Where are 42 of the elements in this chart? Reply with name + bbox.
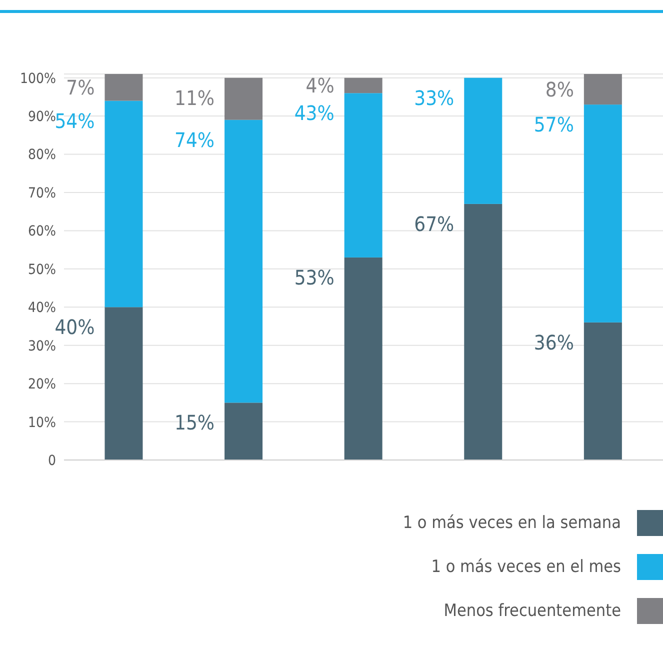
y-tick-label: 90% [28,109,56,126]
bar [104,100,143,308]
text: 57% [534,112,574,137]
y-tick-label: 100% [20,70,56,87]
y-tick-label: 0 [48,452,56,469]
y-tick-label: 60% [28,224,56,240]
bar [464,78,502,204]
text: 54% [54,108,95,133]
bar [224,120,263,403]
bar [224,78,263,120]
bar [344,78,382,94]
text: 11% [174,86,215,110]
text: 15% [174,410,215,435]
text: 33% [414,86,454,110]
text: 43% [294,101,334,126]
y-tick-label: 10% [28,414,56,431]
text: 4% [306,73,334,98]
bar [104,307,143,460]
bar [584,104,622,322]
bar [344,257,382,460]
y-tick-label: 50% [28,262,56,278]
bar [464,204,502,460]
y-tick-label: 20% [28,376,56,393]
y-tick-label: 40% [28,300,56,316]
text: 36% [534,330,574,354]
text: 53% [294,265,334,290]
bar [584,74,622,105]
text: 74% [174,128,215,152]
text: 7% [66,75,95,100]
y-tick-label: 30% [28,338,56,354]
text: 8% [545,77,574,102]
y-tick-label: 70% [28,185,56,202]
bar [224,402,263,460]
legend-label: Menos frecuentemente [444,601,621,621]
y-tick-label: 80% [28,147,56,164]
legend-label: 1 o más veces en la semana [402,513,621,533]
legend-label: 1 o más veces en el mes [431,557,621,577]
text: 67% [414,212,454,236]
text: 40% [54,315,95,340]
bar [584,322,622,460]
bar [344,93,382,258]
bar [104,74,143,101]
